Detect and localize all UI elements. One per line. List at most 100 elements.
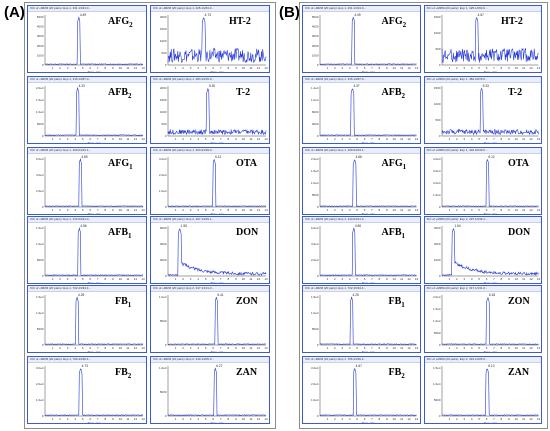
analyte-label: ZON bbox=[236, 296, 258, 307]
x-tick-label: 9 bbox=[507, 417, 509, 421]
axis-line bbox=[319, 226, 417, 277]
analyte-name: ZAN bbox=[236, 367, 258, 378]
panel-header-text: XIC of +MRM (20 pairs): Exp 2, 319.1/205… bbox=[424, 357, 541, 363]
y-tick-label: 5000 bbox=[433, 331, 440, 335]
y-tick-label: 5000 bbox=[37, 122, 44, 126]
x-tick-label: 3 bbox=[67, 277, 69, 281]
analyte-subscript: 2 bbox=[401, 92, 406, 100]
x-tick-label: 5 bbox=[205, 208, 207, 212]
analyte-name: AFB bbox=[108, 227, 128, 238]
y-tick-label: 1.4e4 bbox=[311, 86, 319, 90]
x-tick-label: 4 bbox=[349, 66, 351, 70]
axis-line bbox=[167, 157, 266, 208]
chromatogram-panel: XIC of +MRM (20 pairs): Exp 1, 329.0/243… bbox=[302, 147, 421, 215]
x-tick-label: 6 bbox=[212, 66, 214, 70]
x-tick-label: 5 bbox=[82, 137, 84, 141]
chromatogram-trace bbox=[167, 88, 267, 136]
x-tick-label: 4 bbox=[197, 208, 199, 212]
analyte-label: AFB1 bbox=[382, 227, 406, 240]
y-tick-label: 0 bbox=[165, 414, 167, 418]
x-tick-label: 11 bbox=[400, 277, 403, 281]
chromatogram-trace bbox=[320, 296, 417, 345]
chromatogram-panel: XIC of +MRM (20 pairs): Exp 2, 297.1/249… bbox=[423, 216, 542, 284]
y-tick-label: 2.0e4 bbox=[311, 258, 319, 262]
x-tick-label: 3 bbox=[190, 417, 192, 421]
analyte-name: FB bbox=[115, 367, 128, 378]
chromatogram-trace bbox=[320, 227, 417, 276]
x-tick-label: 9 bbox=[386, 277, 388, 281]
peak-apex-label: 4.69 bbox=[81, 155, 87, 159]
x-tick-label: 5 bbox=[82, 346, 84, 350]
x-tick-label: 13 bbox=[141, 417, 145, 421]
x-tick-label: 9 bbox=[112, 208, 114, 212]
x-tick-label: 2 bbox=[456, 137, 458, 141]
y-tick-label: 1500 bbox=[433, 15, 440, 19]
y-tick-label: 1.0e4 bbox=[36, 311, 44, 315]
chromatogram-trace bbox=[45, 86, 143, 136]
panel-header-text: XIC of +MRM (20 pairs): Exp 2, 317.1/131… bbox=[151, 286, 269, 292]
x-tick-label: 1 bbox=[327, 137, 329, 141]
x-tick-label: 8 bbox=[227, 137, 229, 141]
panel-header-text: XIC of +MRM (20 pairs): Exp 1, 484.3/215… bbox=[424, 77, 541, 83]
y-tick-label: 2000 bbox=[160, 15, 167, 19]
x-tick-label: 11 bbox=[400, 208, 403, 212]
analyte-name: HT-2 bbox=[229, 16, 251, 27]
peak-apex-label: 1.55 bbox=[181, 224, 187, 228]
analyte-name: AFB bbox=[108, 87, 128, 98]
x-tick-label: 7 bbox=[97, 208, 99, 212]
analyte-label: ZON bbox=[508, 296, 530, 307]
y-tick-label: 4000 bbox=[37, 25, 44, 29]
x-tick-label: 13 bbox=[264, 208, 268, 212]
analyte-subscript: 1 bbox=[129, 163, 133, 171]
x-tick-label: 12 bbox=[134, 417, 138, 421]
axis-line bbox=[319, 15, 417, 66]
x-tick-label: 4 bbox=[470, 66, 472, 70]
x-tick-label: 10 bbox=[242, 346, 246, 350]
x-tick-label: 11 bbox=[522, 417, 525, 421]
y-tick-label: 4000 bbox=[160, 242, 167, 246]
x-tick-label: 12 bbox=[529, 346, 533, 350]
x-tick-label: 9 bbox=[507, 277, 509, 281]
x-tick-label: 11 bbox=[522, 208, 525, 212]
analyte-label: FB2 bbox=[115, 367, 131, 380]
analyte-name: AFG bbox=[381, 158, 403, 169]
x-tick-label: 10 bbox=[119, 277, 123, 281]
chromatogram-panel: XIC of +MRM (20 pairs): Exp 1, 484.3/215… bbox=[150, 76, 270, 144]
x-tick-label: 10 bbox=[119, 137, 123, 141]
x-tick-label: 8 bbox=[104, 277, 106, 281]
analyte-label: HT-2 bbox=[501, 16, 523, 27]
x-tick-label: 1 bbox=[52, 346, 54, 350]
x-tick-label: 12 bbox=[134, 346, 138, 350]
y-tick-label: 0 bbox=[42, 205, 44, 209]
x-tick-label: 4 bbox=[470, 417, 472, 421]
x-tick-label: 2 bbox=[59, 277, 61, 281]
x-tick-label: 1 bbox=[52, 417, 54, 421]
x-tick-label: 4 bbox=[197, 346, 199, 350]
x-tick-label: 12 bbox=[134, 137, 138, 141]
y-tick-label: 1000 bbox=[433, 31, 440, 35]
x-tick-label: 7 bbox=[97, 66, 99, 70]
y-tick-label: 2.0e4 bbox=[432, 295, 440, 299]
chromatogram-panel: XIC of +MRM (20 pairs): Exp 1, 313.0/241… bbox=[302, 216, 421, 284]
x-tick-label: 11 bbox=[126, 346, 129, 350]
y-tick-label: 1.5e4 bbox=[36, 98, 44, 102]
x-tick-label: 11 bbox=[249, 66, 252, 70]
x-tick-label: 2 bbox=[59, 346, 61, 350]
x-axis-label: Time, min bbox=[210, 350, 223, 353]
y-tick-label: 0 bbox=[317, 134, 319, 138]
x-axis-label: Time, min bbox=[87, 141, 100, 144]
x-tick-label: 2 bbox=[334, 208, 336, 212]
chromatogram-trace bbox=[441, 87, 539, 136]
panel-header-text: XIC of +MRM (20 pairs): Exp 1, 425.1/263… bbox=[424, 6, 541, 12]
x-tick-label: 8 bbox=[500, 417, 502, 421]
x-tick-label: 13 bbox=[264, 66, 268, 70]
x-tick-label: 11 bbox=[126, 137, 129, 141]
x-tick-label: 11 bbox=[522, 137, 525, 141]
y-tick-label: 6000 bbox=[160, 226, 167, 230]
chromatogram-trace bbox=[44, 368, 144, 416]
